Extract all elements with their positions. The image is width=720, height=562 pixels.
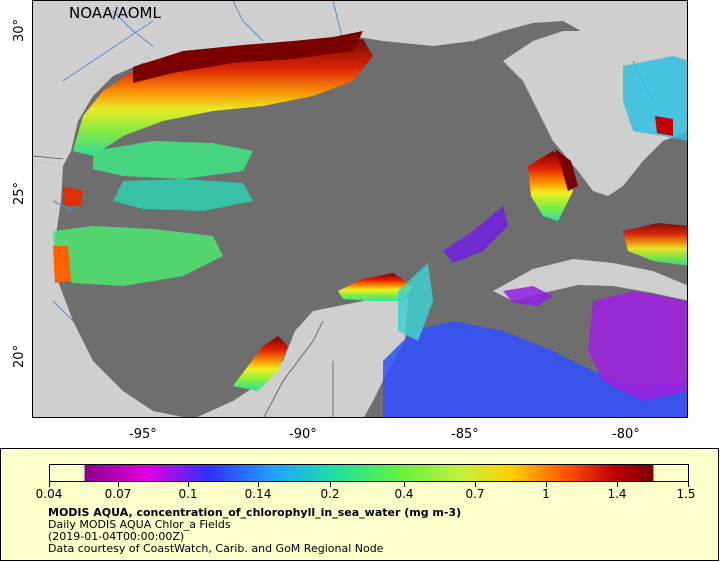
chl-atlantic — [623, 56, 687, 141]
legend-title: MODIS AQUA, concentration_of_chlorophyll… — [48, 506, 462, 519]
land-mexico-south — [197, 291, 408, 417]
chlorophyll-map — [33, 1, 687, 417]
lon-tick-label: -90° — [289, 427, 317, 442]
chl-patch-west-2 — [53, 246, 71, 283]
colorbar-tick — [688, 482, 689, 487]
lon-tick-label: -85° — [451, 427, 479, 442]
chl-north-dark — [133, 31, 363, 83]
colorbar-label: 0.07 — [104, 487, 132, 501]
chl-caribbean-east — [588, 291, 687, 401]
colorbar-label: 0.7 — [465, 487, 485, 501]
land-florida — [503, 1, 687, 196]
lat-tick-label: 20° — [12, 344, 27, 368]
colorbar-tick — [188, 482, 189, 487]
colorbar-label: 0.4 — [394, 487, 414, 501]
lon-tick-label: -80° — [612, 427, 640, 442]
chl-yucatan — [338, 273, 413, 301]
land-us — [33, 1, 687, 166]
chl-atlantic-red — [655, 116, 673, 136]
colorbar-tick — [118, 482, 119, 487]
colorbar-label: 0.04 — [35, 487, 63, 501]
map-panel[interactable]: NOAA/AOML — [32, 0, 688, 418]
colorbar-tick — [404, 482, 405, 487]
legend-date: (2019-01-04T00:00:00Z) — [48, 530, 185, 543]
chl-patch-2 — [113, 179, 253, 211]
colorbar-label: 1.4 — [607, 487, 627, 501]
colorbar-tick — [546, 482, 547, 487]
colorbar-tick — [617, 482, 618, 487]
chl-florida-dark — [555, 149, 578, 191]
colorbar — [49, 464, 689, 482]
colorbar-label: 0.2 — [320, 487, 340, 501]
chl-yucatan-east — [398, 263, 433, 341]
rivers — [52, 1, 654, 322]
legend-credit: Data courtesy of CoastWatch, Carib. and … — [48, 542, 384, 555]
colorbar-tick — [258, 482, 259, 487]
colorbar-label: 1 — [542, 487, 550, 501]
lat-tick-label: 30° — [12, 18, 27, 42]
colorbar-label: 0.14 — [244, 487, 272, 501]
lon-tick-label: -95° — [129, 427, 157, 442]
legend-subtitle: Daily MODIS AQUA Chlor_a Fields — [48, 518, 231, 531]
chl-patch-3 — [53, 226, 223, 286]
chl-patch-west — [63, 186, 83, 206]
chl-caribbean — [383, 321, 687, 417]
lat-tick-label: 25° — [12, 181, 27, 205]
chl-bahamas — [623, 223, 687, 266]
colorbar-label: 0.1 — [178, 487, 198, 501]
colorbar-tick — [330, 482, 331, 487]
source-label: NOAA/AOML — [69, 4, 161, 22]
chl-keys — [443, 206, 508, 263]
borders — [33, 155, 334, 417]
chl-campeche — [233, 336, 288, 391]
colorbar-tick — [475, 482, 476, 487]
chl-cuba-north — [503, 286, 553, 306]
colorbar-tick — [49, 482, 50, 487]
chl-patch-1 — [93, 141, 253, 179]
land-mexico — [33, 161, 183, 417]
colorbar-label: 1.5 — [676, 487, 696, 501]
